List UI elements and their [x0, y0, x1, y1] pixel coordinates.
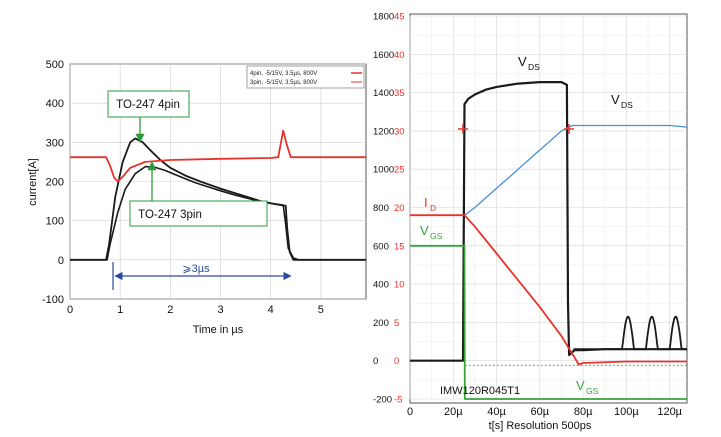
right-y-left-tick-3: 1200	[373, 126, 394, 137]
legend-entry-4pin: 4pin, -5/15V, 3.5µs, 800V	[250, 71, 317, 77]
right-x-tick-2: 40µ	[487, 406, 506, 418]
vds-markers	[458, 124, 574, 134]
svg-text:GS: GS	[430, 231, 443, 241]
left-y-tick-6: 500	[46, 59, 64, 71]
svg-text:V: V	[518, 54, 527, 69]
annotation-4pin: TO-247 4pin	[107, 90, 190, 143]
right-chart: 0 20µ 40µ 60µ 80µ 100µ 120µ 1800 45 1600 40 1400 35 1…	[373, 12, 688, 432]
right-y-right-tick-7: 10	[394, 280, 405, 291]
vds-marker-left	[458, 124, 468, 134]
right-y-left-tick-4: 1000	[373, 165, 394, 176]
right-y-left-tick-7: 400	[373, 280, 389, 291]
left-x-tick-1: 1	[117, 304, 123, 316]
left-series	[70, 129, 366, 261]
left-legend: 4pin, -5/15V, 3.5µs, 800V 3pin, -5/15V, …	[246, 65, 365, 89]
right-x-axis-label: t[s] Resolution 500ps	[489, 420, 592, 432]
right-y-right-tick-8: 5	[394, 318, 399, 329]
svg-text:V: V	[611, 92, 620, 107]
right-y-right-tick-6: 15	[394, 241, 405, 252]
left-x-tick-2: 2	[167, 304, 173, 316]
right-series	[410, 81, 688, 400]
right-plot-area	[409, 13, 688, 404]
duration-annotation: ⩾3µs	[112, 262, 292, 290]
label-vds-blue: V DS	[611, 92, 633, 110]
left-y-tick-0: -100	[42, 294, 64, 306]
annotation-3pin-label: TO-247 3pin	[138, 209, 202, 221]
right-x-tick-3: 60µ	[531, 406, 550, 418]
right-y-right-tick-10: -5	[394, 395, 402, 406]
right-series-line-3	[410, 244, 687, 400]
left-y-axis-label: current[A]	[27, 158, 39, 206]
svg-text:V: V	[420, 223, 429, 238]
duration-label: ⩾3µs	[182, 263, 210, 275]
legend-entry-3pin: 3pin, -5/15V, 3.5µs, 800V	[250, 80, 317, 86]
right-y-right-tick-0: 45	[394, 12, 405, 23]
annotation-3pin: TO-247 3pin	[129, 161, 268, 227]
left-series-line-1	[70, 165, 366, 261]
label-vds-main: V DS	[518, 54, 540, 72]
left-y-tick-4: 300	[46, 137, 64, 149]
right-y-left-tick-2: 1400	[373, 88, 394, 99]
right-x-tick-5: 100µ	[614, 406, 639, 418]
right-x-tick-0: 0	[407, 406, 413, 418]
left-y-tick-5: 400	[46, 98, 64, 110]
left-x-tick-5: 5	[318, 304, 324, 316]
left-x-tick-4: 4	[268, 304, 274, 316]
svg-text:DS: DS	[621, 100, 633, 110]
left-x-axis-label: Time in µs	[193, 324, 244, 336]
right-gridlines	[409, 15, 687, 400]
right-y-right-tick-5: 20	[394, 203, 405, 214]
right-y-left-tick-5: 800	[373, 203, 389, 214]
right-y-left-tick-1: 1600	[373, 50, 394, 61]
left-series-line-0	[70, 137, 366, 261]
svg-text:GS: GS	[586, 386, 599, 396]
device-label: IMW120R045T1	[440, 385, 520, 397]
left-y-tick-1: 0	[58, 255, 64, 267]
label-vgs-bottom: V GS	[576, 378, 599, 396]
svg-text:DS: DS	[528, 62, 540, 72]
vds-marker-right	[564, 124, 574, 134]
right-vds-ringing	[573, 315, 687, 351]
left-x-tick-3: 3	[217, 304, 223, 316]
right-y-right-tick-1: 40	[394, 50, 405, 61]
right-y-left-tick-6: 600	[373, 241, 389, 252]
svg-text:V: V	[576, 378, 585, 393]
right-y-left-tick-9: 0	[373, 356, 378, 367]
right-y-left-tick-10: -200	[373, 395, 392, 406]
right-y-right-tick-4: 25	[394, 165, 405, 176]
left-y-tick-2: 100	[46, 216, 64, 228]
right-y-right-tick-2: 35	[394, 88, 405, 99]
svg-text:I: I	[424, 195, 428, 210]
annotation-4pin-label: TO-247 4pin	[116, 99, 180, 111]
label-vgs-left: V GS	[420, 223, 443, 241]
right-series-line-1	[464, 124, 688, 216]
right-y-right-tick-3: 30	[394, 126, 405, 137]
left-y-tick-3: 200	[46, 177, 64, 189]
right-y-left-tick-8: 200	[373, 318, 389, 329]
right-x-tick-6: 120µ	[657, 406, 682, 418]
right-x-tick-4: 80µ	[574, 406, 593, 418]
right-y-right-tick-9: 0	[394, 356, 399, 367]
label-id: I D	[424, 195, 436, 213]
left-series-line-2	[70, 129, 366, 183]
right-y-left-tick-0: 1800	[373, 12, 394, 23]
right-tick-labels: 0 20µ 40µ 60µ 80µ 100µ 120µ 1800 45 1600 40 1400 35 1…	[373, 12, 683, 419]
right-series-line-2	[410, 214, 687, 366]
left-x-tick-0: 0	[67, 304, 73, 316]
right-x-tick-1: 20µ	[444, 406, 463, 418]
svg-text:D: D	[430, 203, 436, 213]
